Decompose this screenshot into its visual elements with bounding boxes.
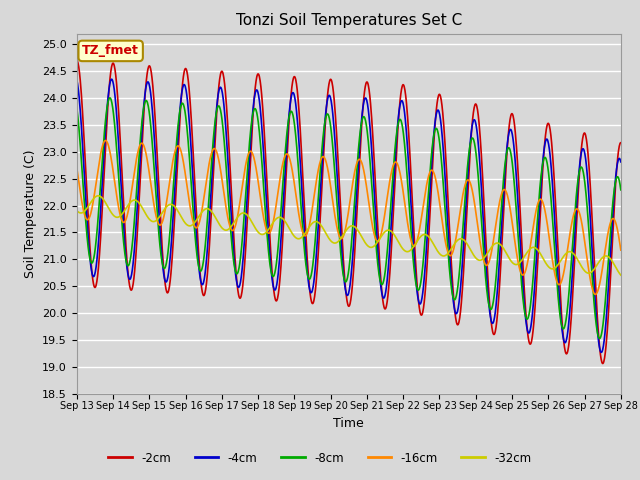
X-axis label: Time: Time xyxy=(333,417,364,430)
-8cm xyxy=(505,145,513,151)
-8cm xyxy=(553,274,561,280)
-8cm xyxy=(255,126,263,132)
-32cm xyxy=(95,193,102,199)
-2cm xyxy=(504,134,512,140)
-4cm xyxy=(553,249,561,255)
-16cm xyxy=(591,291,599,297)
-4cm xyxy=(617,159,625,165)
-8cm xyxy=(617,187,625,193)
-4cm xyxy=(505,132,513,138)
Line: -2cm: -2cm xyxy=(77,60,621,363)
-8cm xyxy=(181,108,189,114)
Title: Tonzi Soil Temperatures Set C: Tonzi Soil Temperatures Set C xyxy=(236,13,462,28)
Y-axis label: Soil Temperature (C): Soil Temperature (C) xyxy=(24,149,36,278)
-32cm xyxy=(195,215,202,220)
-2cm xyxy=(599,360,607,366)
-32cm xyxy=(553,264,561,269)
-4cm xyxy=(108,76,115,82)
-16cm xyxy=(617,247,625,253)
Legend: -2cm, -4cm, -8cm, -16cm, -32cm: -2cm, -4cm, -8cm, -16cm, -32cm xyxy=(104,447,536,469)
-16cm xyxy=(553,278,561,284)
-4cm xyxy=(73,77,81,83)
-4cm xyxy=(181,83,189,88)
Line: -4cm: -4cm xyxy=(77,79,621,352)
-4cm xyxy=(255,95,263,101)
-2cm xyxy=(180,68,188,73)
Line: -16cm: -16cm xyxy=(77,141,621,294)
-8cm xyxy=(596,336,604,341)
-2cm xyxy=(255,72,262,77)
Text: TZ_fmet: TZ_fmet xyxy=(82,44,139,58)
-2cm xyxy=(433,100,441,106)
-16cm xyxy=(181,168,189,174)
-8cm xyxy=(73,105,81,110)
-32cm xyxy=(73,208,81,214)
Line: -32cm: -32cm xyxy=(77,196,621,275)
-32cm xyxy=(255,230,263,236)
-32cm xyxy=(181,220,189,226)
-8cm xyxy=(106,95,113,101)
-2cm xyxy=(617,140,625,145)
-16cm xyxy=(505,197,513,203)
-32cm xyxy=(505,254,513,260)
-16cm xyxy=(102,138,109,144)
-4cm xyxy=(195,257,202,263)
-16cm xyxy=(255,184,263,190)
-32cm xyxy=(617,272,625,278)
-2cm xyxy=(194,237,202,243)
-8cm xyxy=(195,261,202,267)
-2cm xyxy=(552,213,560,218)
-4cm xyxy=(597,349,605,355)
-16cm xyxy=(195,223,202,228)
Line: -8cm: -8cm xyxy=(77,98,621,338)
-16cm xyxy=(434,186,442,192)
-32cm xyxy=(434,248,442,254)
-2cm xyxy=(73,58,81,63)
-16cm xyxy=(73,165,81,171)
-8cm xyxy=(434,128,442,133)
-4cm xyxy=(434,108,442,113)
